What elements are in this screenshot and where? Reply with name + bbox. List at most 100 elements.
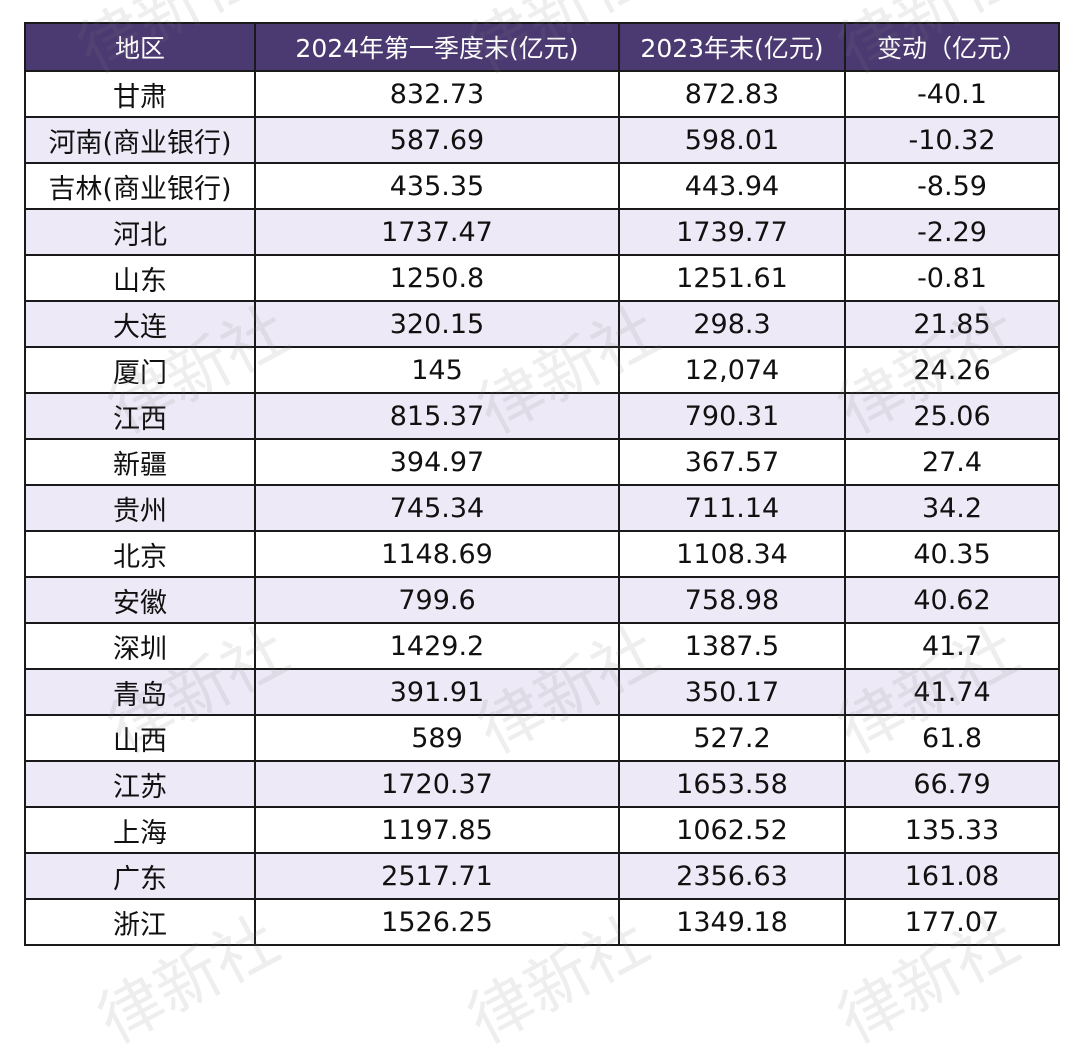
table-row: 新疆 394.97 367.57 27.4 bbox=[24, 438, 1060, 486]
data-table: 地区 2024年第一季度末(亿元) 2023年末(亿元) 变动（亿元） 甘肃 83… bbox=[24, 22, 1060, 946]
table-row: 深圳 1429.2 1387.5 41.7 bbox=[24, 622, 1060, 670]
cell-2023-end: 790.31 bbox=[618, 392, 846, 440]
table-row: 广东 2517.71 2356.63 161.08 bbox=[24, 852, 1060, 900]
table-header: 地区 2024年第一季度末(亿元) 2023年末(亿元) 变动（亿元） bbox=[24, 22, 1060, 72]
cell-2024q1: 391.91 bbox=[254, 668, 620, 716]
cell-region: 广东 bbox=[24, 852, 256, 900]
cell-2023-end: 872.83 bbox=[618, 70, 846, 118]
cell-region: 北京 bbox=[24, 530, 256, 578]
table-row: 贵州 745.34 711.14 34.2 bbox=[24, 484, 1060, 532]
table-row: 江苏 1720.37 1653.58 66.79 bbox=[24, 760, 1060, 808]
table-row: 上海 1197.85 1062.52 135.33 bbox=[24, 806, 1060, 854]
cell-change: 24.26 bbox=[844, 346, 1060, 394]
cell-2023-end: 1739.77 bbox=[618, 208, 846, 256]
cell-change: 177.07 bbox=[844, 898, 1060, 946]
cell-2024q1: 1526.25 bbox=[254, 898, 620, 946]
table-row: 吉林(商业银行) 435.35 443.94 -8.59 bbox=[24, 162, 1060, 210]
cell-region: 浙江 bbox=[24, 898, 256, 946]
cell-region: 厦门 bbox=[24, 346, 256, 394]
cell-2023-end: 1349.18 bbox=[618, 898, 846, 946]
cell-change: 66.79 bbox=[844, 760, 1060, 808]
cell-region: 新疆 bbox=[24, 438, 256, 486]
cell-region: 安徽 bbox=[24, 576, 256, 624]
cell-region: 贵州 bbox=[24, 484, 256, 532]
cell-change: 40.35 bbox=[844, 530, 1060, 578]
cell-region: 河南(商业银行) bbox=[24, 116, 256, 164]
header-2023-end: 2023年末(亿元) bbox=[618, 22, 846, 72]
table-row: 浙江 1526.25 1349.18 177.07 bbox=[24, 898, 1060, 946]
table-row: 青岛 391.91 350.17 41.74 bbox=[24, 668, 1060, 716]
cell-2024q1: 435.35 bbox=[254, 162, 620, 210]
cell-change: 40.62 bbox=[844, 576, 1060, 624]
cell-2023-end: 298.3 bbox=[618, 300, 846, 348]
cell-2024q1: 832.73 bbox=[254, 70, 620, 118]
table-row: 甘肃 832.73 872.83 -40.1 bbox=[24, 70, 1060, 118]
cell-2023-end: 1108.34 bbox=[618, 530, 846, 578]
header-change: 变动（亿元） bbox=[844, 22, 1060, 72]
cell-2023-end: 711.14 bbox=[618, 484, 846, 532]
header-2024q1: 2024年第一季度末(亿元) bbox=[254, 22, 620, 72]
table-row: 厦门 145 12,074 24.26 bbox=[24, 346, 1060, 394]
table-row: 江西 815.37 790.31 25.06 bbox=[24, 392, 1060, 440]
cell-region: 江西 bbox=[24, 392, 256, 440]
table-row: 山东 1250.8 1251.61 -0.81 bbox=[24, 254, 1060, 302]
cell-2023-end: 2356.63 bbox=[618, 852, 846, 900]
cell-region: 山东 bbox=[24, 254, 256, 302]
table-row: 山西 589 527.2 61.8 bbox=[24, 714, 1060, 762]
table-row: 北京 1148.69 1108.34 40.35 bbox=[24, 530, 1060, 578]
cell-2023-end: 1387.5 bbox=[618, 622, 846, 670]
cell-region: 山西 bbox=[24, 714, 256, 762]
cell-2024q1: 1429.2 bbox=[254, 622, 620, 670]
cell-change: 41.74 bbox=[844, 668, 1060, 716]
cell-region: 甘肃 bbox=[24, 70, 256, 118]
cell-2024q1: 1250.8 bbox=[254, 254, 620, 302]
cell-2024q1: 1197.85 bbox=[254, 806, 620, 854]
cell-region: 大连 bbox=[24, 300, 256, 348]
cell-2023-end: 598.01 bbox=[618, 116, 846, 164]
cell-2024q1: 1148.69 bbox=[254, 530, 620, 578]
cell-2024q1: 320.15 bbox=[254, 300, 620, 348]
cell-2024q1: 589 bbox=[254, 714, 620, 762]
cell-change: 25.06 bbox=[844, 392, 1060, 440]
cell-2024q1: 587.69 bbox=[254, 116, 620, 164]
table-row: 大连 320.15 298.3 21.85 bbox=[24, 300, 1060, 348]
cell-2024q1: 2517.71 bbox=[254, 852, 620, 900]
cell-change: -8.59 bbox=[844, 162, 1060, 210]
cell-region: 江苏 bbox=[24, 760, 256, 808]
cell-change: 135.33 bbox=[844, 806, 1060, 854]
cell-region: 河北 bbox=[24, 208, 256, 256]
cell-2024q1: 394.97 bbox=[254, 438, 620, 486]
cell-change: 34.2 bbox=[844, 484, 1060, 532]
cell-2023-end: 443.94 bbox=[618, 162, 846, 210]
cell-2023-end: 1251.61 bbox=[618, 254, 846, 302]
table-row: 安徽 799.6 758.98 40.62 bbox=[24, 576, 1060, 624]
cell-change: -40.1 bbox=[844, 70, 1060, 118]
cell-2024q1: 745.34 bbox=[254, 484, 620, 532]
cell-region: 吉林(商业银行) bbox=[24, 162, 256, 210]
cell-change: -10.32 bbox=[844, 116, 1060, 164]
cell-2024q1: 1720.37 bbox=[254, 760, 620, 808]
cell-2024q1: 799.6 bbox=[254, 576, 620, 624]
cell-2023-end: 12,074 bbox=[618, 346, 846, 394]
cell-change: 161.08 bbox=[844, 852, 1060, 900]
header-region: 地区 bbox=[24, 22, 256, 72]
cell-change: 41.7 bbox=[844, 622, 1060, 670]
header-row: 地区 2024年第一季度末(亿元) 2023年末(亿元) 变动（亿元） bbox=[24, 22, 1060, 72]
cell-change: 27.4 bbox=[844, 438, 1060, 486]
cell-2023-end: 1653.58 bbox=[618, 760, 846, 808]
table-row: 河北 1737.47 1739.77 -2.29 bbox=[24, 208, 1060, 256]
cell-2023-end: 367.57 bbox=[618, 438, 846, 486]
cell-change: -2.29 bbox=[844, 208, 1060, 256]
cell-2024q1: 1737.47 bbox=[254, 208, 620, 256]
table-body: 甘肃 832.73 872.83 -40.1 河南(商业银行) 587.69 598.01-… bbox=[24, 70, 1060, 946]
cell-2023-end: 758.98 bbox=[618, 576, 846, 624]
cell-2023-end: 527.2 bbox=[618, 714, 846, 762]
cell-change: -0.81 bbox=[844, 254, 1060, 302]
cell-region: 深圳 bbox=[24, 622, 256, 670]
cell-region: 上海 bbox=[24, 806, 256, 854]
table-row: 河南(商业银行) 587.69 598.01 -10.32 bbox=[24, 116, 1060, 164]
cell-change: 61.8 bbox=[844, 714, 1060, 762]
cell-2023-end: 1062.52 bbox=[618, 806, 846, 854]
cell-region: 青岛 bbox=[24, 668, 256, 716]
cell-2024q1: 815.37 bbox=[254, 392, 620, 440]
